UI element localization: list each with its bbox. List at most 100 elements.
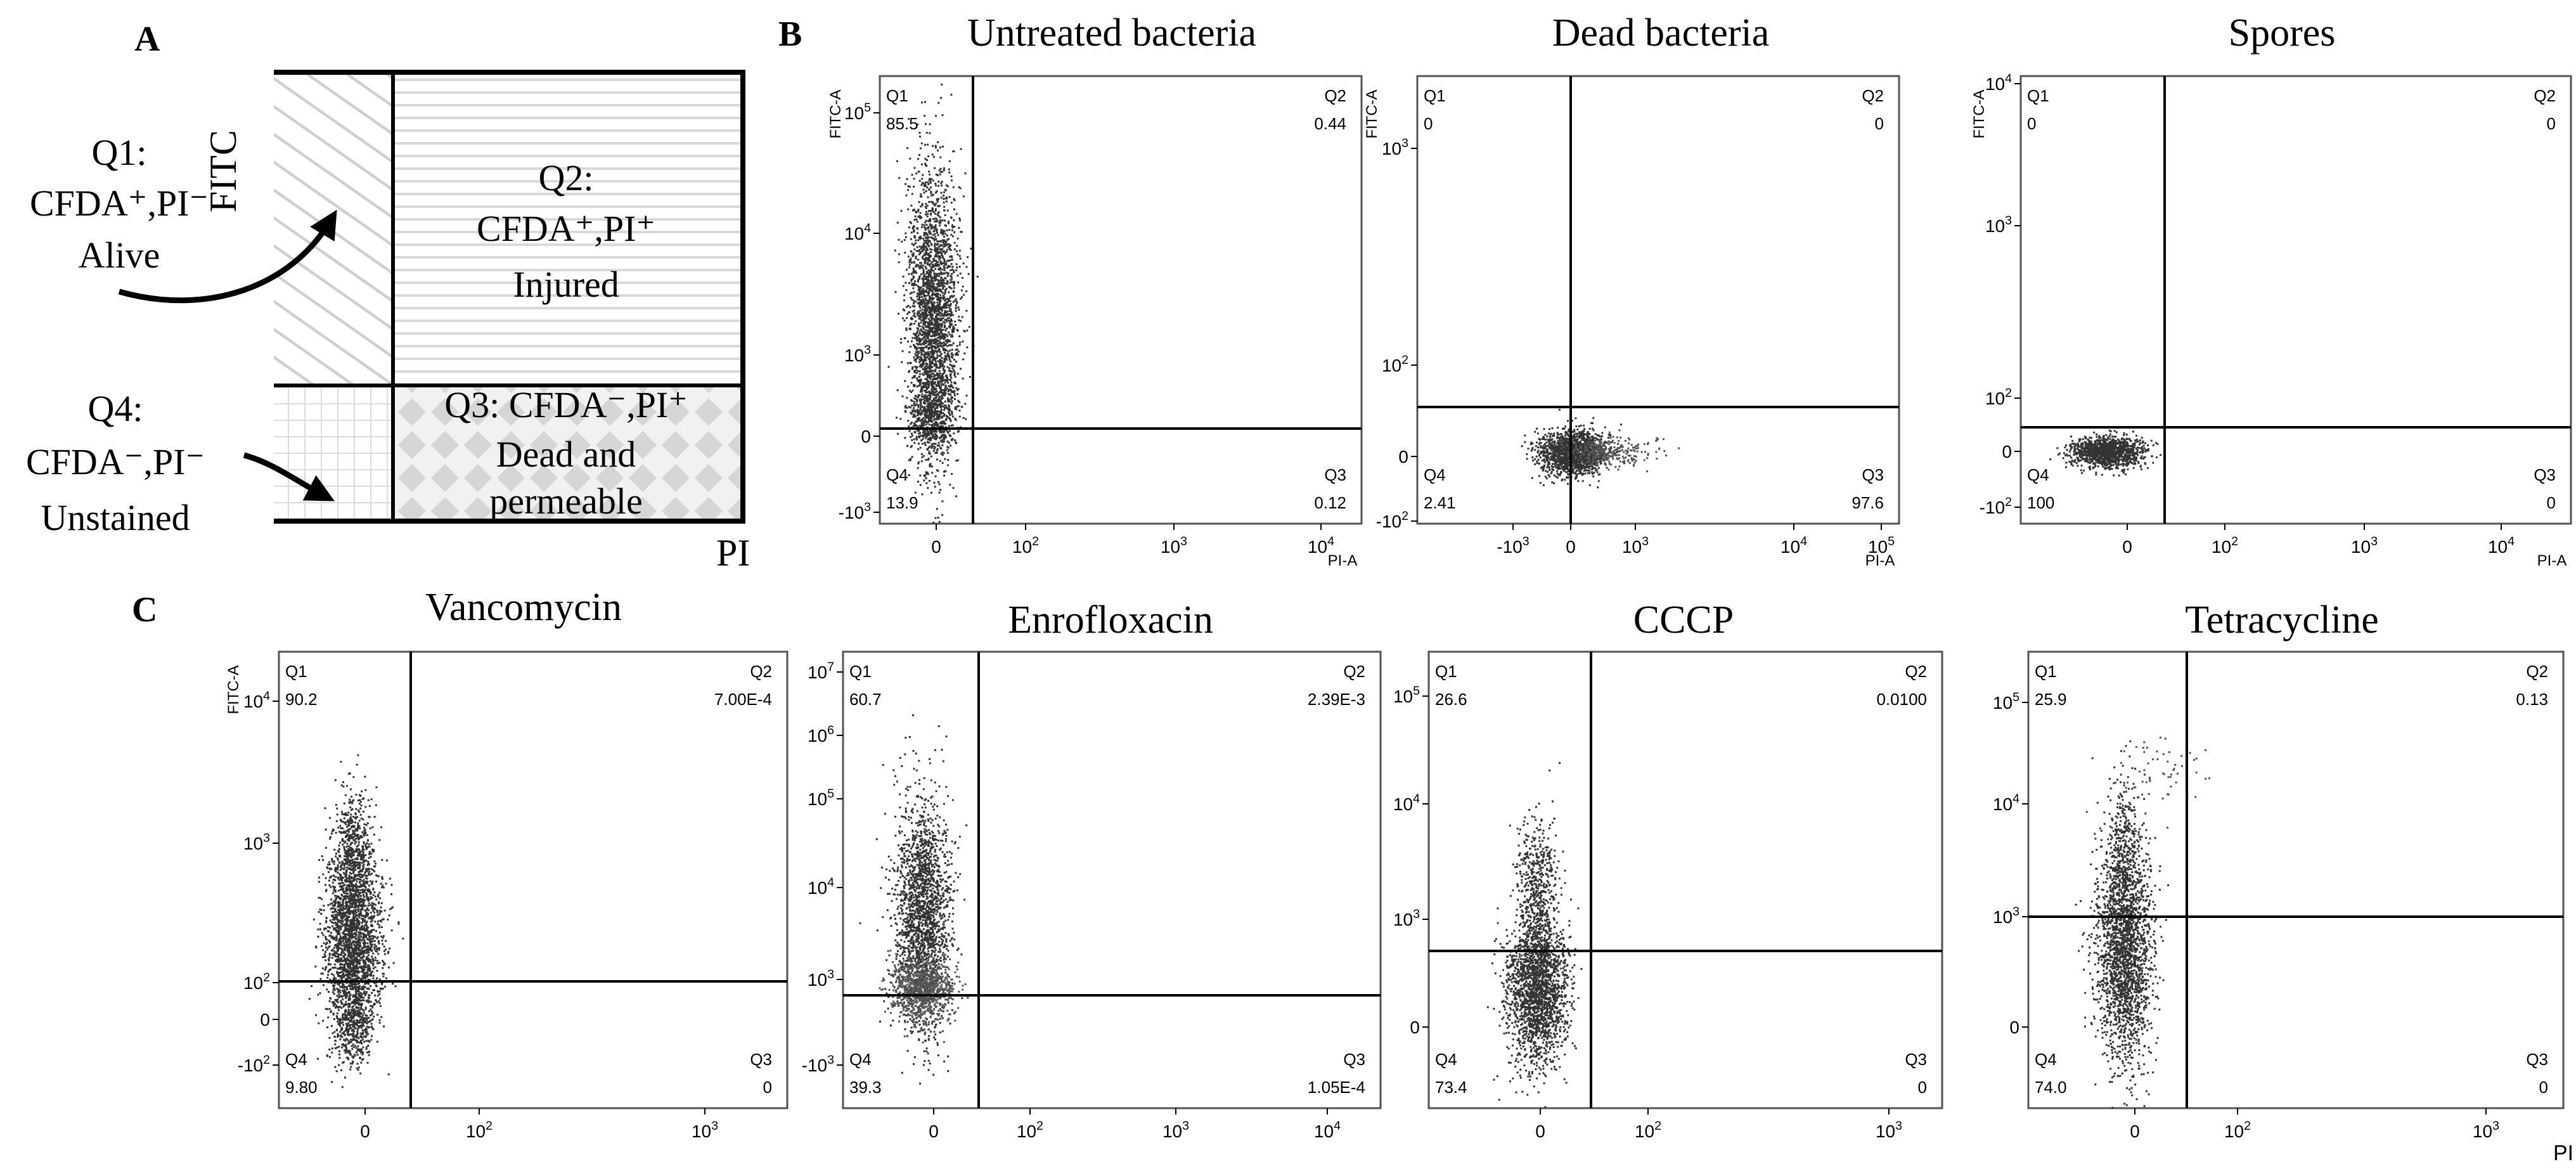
- event-points-1: [887, 83, 979, 524]
- x-tick-label: 104: [1308, 534, 1334, 557]
- scatter-plot-3: Spores Q1 0 Q2 0 Q3 0 Q4 100 -102 0 102 103 104 0 102 10…: [1971, 11, 2572, 569]
- panel-letter-a: A: [134, 20, 160, 59]
- schematic-q1-phenotype: CFDA⁺,PI⁻: [30, 183, 209, 224]
- x-tick-label: 103: [1162, 1119, 1189, 1141]
- plot-title: Vancomycin: [425, 586, 622, 629]
- quadrant-q3-label: Q3: [2534, 465, 2556, 484]
- y-tick-label: 102: [1985, 386, 2012, 408]
- quadrant-q2-value: 7.00E-4: [714, 690, 772, 709]
- quadrant-q1-value: 85.5: [886, 114, 918, 133]
- plot-frame: [842, 650, 1382, 1109]
- x-tick-label: 102: [1012, 534, 1039, 557]
- x-tick-label: 102: [2224, 1119, 2251, 1141]
- schematic-q2-title: Q2:: [539, 157, 594, 198]
- event-points-1: [1521, 408, 1626, 489]
- y-tick-label: 0: [2002, 442, 2012, 462]
- schematic-q3-phenotype: Q3: CFDA⁻,PI⁺: [444, 384, 688, 425]
- quadrant-q4-value: 13.9: [886, 493, 918, 512]
- event-cloud: [1521, 408, 1680, 489]
- schematic-q4-title: Q4:: [88, 388, 143, 429]
- plot-title: Dead bacteria: [1552, 11, 1769, 55]
- quadrant-schematic: FITC PI Q1: CFDA⁺,PI⁻ Alive Q2: CFDA⁺,PI…: [26, 70, 750, 574]
- quadrant-q4-label: Q4: [285, 1050, 307, 1069]
- schematic-q1-state: Alive: [79, 235, 160, 276]
- x-tick-label: 103: [1161, 534, 1187, 557]
- y-tick-label: 103: [808, 967, 834, 990]
- quadrant-q2-value: 0.0100: [1876, 690, 1927, 709]
- schematic-q4-state: Unstained: [41, 497, 190, 538]
- quadrant-q2-value: 0: [2547, 114, 2556, 133]
- y-tick-label: 103: [1382, 136, 1408, 158]
- x-tick-label: 103: [692, 1119, 718, 1141]
- x-tick-label: 103: [1876, 1119, 1902, 1141]
- event-points-1: [859, 714, 979, 1085]
- x-tick-label: 102: [466, 1119, 493, 1141]
- event-points-1: [1486, 860, 1583, 1108]
- schematic-q4-phenotype: CFDA⁻,PI⁻: [26, 441, 205, 482]
- plot-title: Untreated bacteria: [967, 11, 1256, 55]
- y-tick-label: 104: [1985, 72, 2012, 94]
- event-points-2: [879, 940, 969, 1044]
- x-tick-label: 103: [2473, 1119, 2499, 1141]
- quadrant-q3-value: 1.05E-4: [1308, 1078, 1365, 1097]
- quadrant-q2-label: Q2: [1324, 86, 1346, 105]
- quadrant-q1-label: Q1: [285, 662, 307, 681]
- x-tick-label: 104: [2488, 534, 2515, 557]
- schematic-q4-region: [274, 385, 393, 521]
- quadrant-q1-label: Q1: [2027, 86, 2049, 105]
- y-axis-label: FITC-A: [827, 89, 844, 138]
- y-tick-label: 104: [808, 876, 834, 898]
- quadrant-q4-label: Q4: [849, 1050, 872, 1069]
- plot-frame: [2027, 650, 2565, 1109]
- quadrant-q2-label: Q2: [2526, 662, 2548, 681]
- quadrant-q1-label: Q1: [886, 86, 908, 105]
- y-tick-label: -103: [802, 1053, 834, 1075]
- y-axis-label: FITC-A: [1363, 89, 1381, 138]
- quadrant-q3-label: Q3: [2526, 1050, 2548, 1069]
- quadrant-q2-value: 0: [1875, 114, 1884, 133]
- quadrant-q2-value: 2.39E-3: [1308, 690, 1365, 709]
- x-axis-label: PI-A: [1865, 552, 1895, 569]
- quadrant-q1-value: 26.6: [1435, 690, 1467, 709]
- y-tick-label: 102: [243, 971, 270, 993]
- x-tick-label: 0: [2130, 1121, 2140, 1141]
- plot-frame: [1416, 75, 1900, 525]
- y-tick-label: 104: [243, 689, 270, 711]
- schematic-q1-title: Q1:: [92, 132, 147, 173]
- quadrant-q4-value: 74.0: [2035, 1078, 2067, 1097]
- schematic-q1-region: [274, 72, 393, 385]
- x-tick-label: 104: [1314, 1119, 1341, 1141]
- y-tick-label: 0: [861, 427, 871, 446]
- event-cloud: [2075, 737, 2210, 1109]
- x-axis-label: PI: [2553, 1141, 2573, 1165]
- quadrant-q3-value: 97.6: [1852, 493, 1884, 512]
- x-tick-label: 0: [1535, 1121, 1545, 1141]
- quadrant-q1-label: Q1: [1435, 662, 1457, 681]
- y-tick-label: 104: [1393, 792, 1420, 814]
- quadrant-q3-label: Q3: [1324, 465, 1346, 484]
- quadrant-q1-value: 0: [1424, 114, 1433, 133]
- event-cloud: [308, 754, 404, 1089]
- event-cloud: [887, 83, 979, 524]
- y-tick-label: 103: [243, 831, 270, 853]
- schematic-q3-state-2: permeable: [489, 481, 643, 522]
- quadrant-q4-value: 73.4: [1435, 1078, 1467, 1097]
- y-tick-label: 105: [1993, 690, 2019, 713]
- panel-letter-c: C: [132, 590, 157, 630]
- schematic-q2-state: Injured: [513, 264, 619, 305]
- y-tick-label: 103: [1993, 905, 2019, 927]
- quadrant-q4-label: Q4: [2027, 465, 2049, 484]
- y-tick-label: 104: [844, 221, 871, 243]
- y-tick-label: 104: [1993, 792, 2019, 814]
- y-tick-label: 105: [844, 101, 871, 123]
- x-tick-label: 105: [1868, 534, 1895, 557]
- quadrant-q2-label: Q2: [1905, 662, 1927, 681]
- y-tick-label: 103: [844, 343, 871, 365]
- quadrant-q3-value: 0: [1918, 1078, 1927, 1097]
- quadrant-q2-label: Q2: [750, 662, 772, 681]
- event-points-3: [2085, 737, 2210, 829]
- plot-title: Spores: [2229, 11, 2336, 55]
- scatter-plot-5: Enrofloxacin Q1 60.7 Q2 2.39E-3 Q3 1.05E-4 Q4 39…: [802, 598, 1382, 1141]
